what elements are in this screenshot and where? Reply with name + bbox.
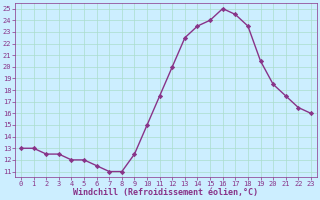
X-axis label: Windchill (Refroidissement éolien,°C): Windchill (Refroidissement éolien,°C) [74,188,259,197]
